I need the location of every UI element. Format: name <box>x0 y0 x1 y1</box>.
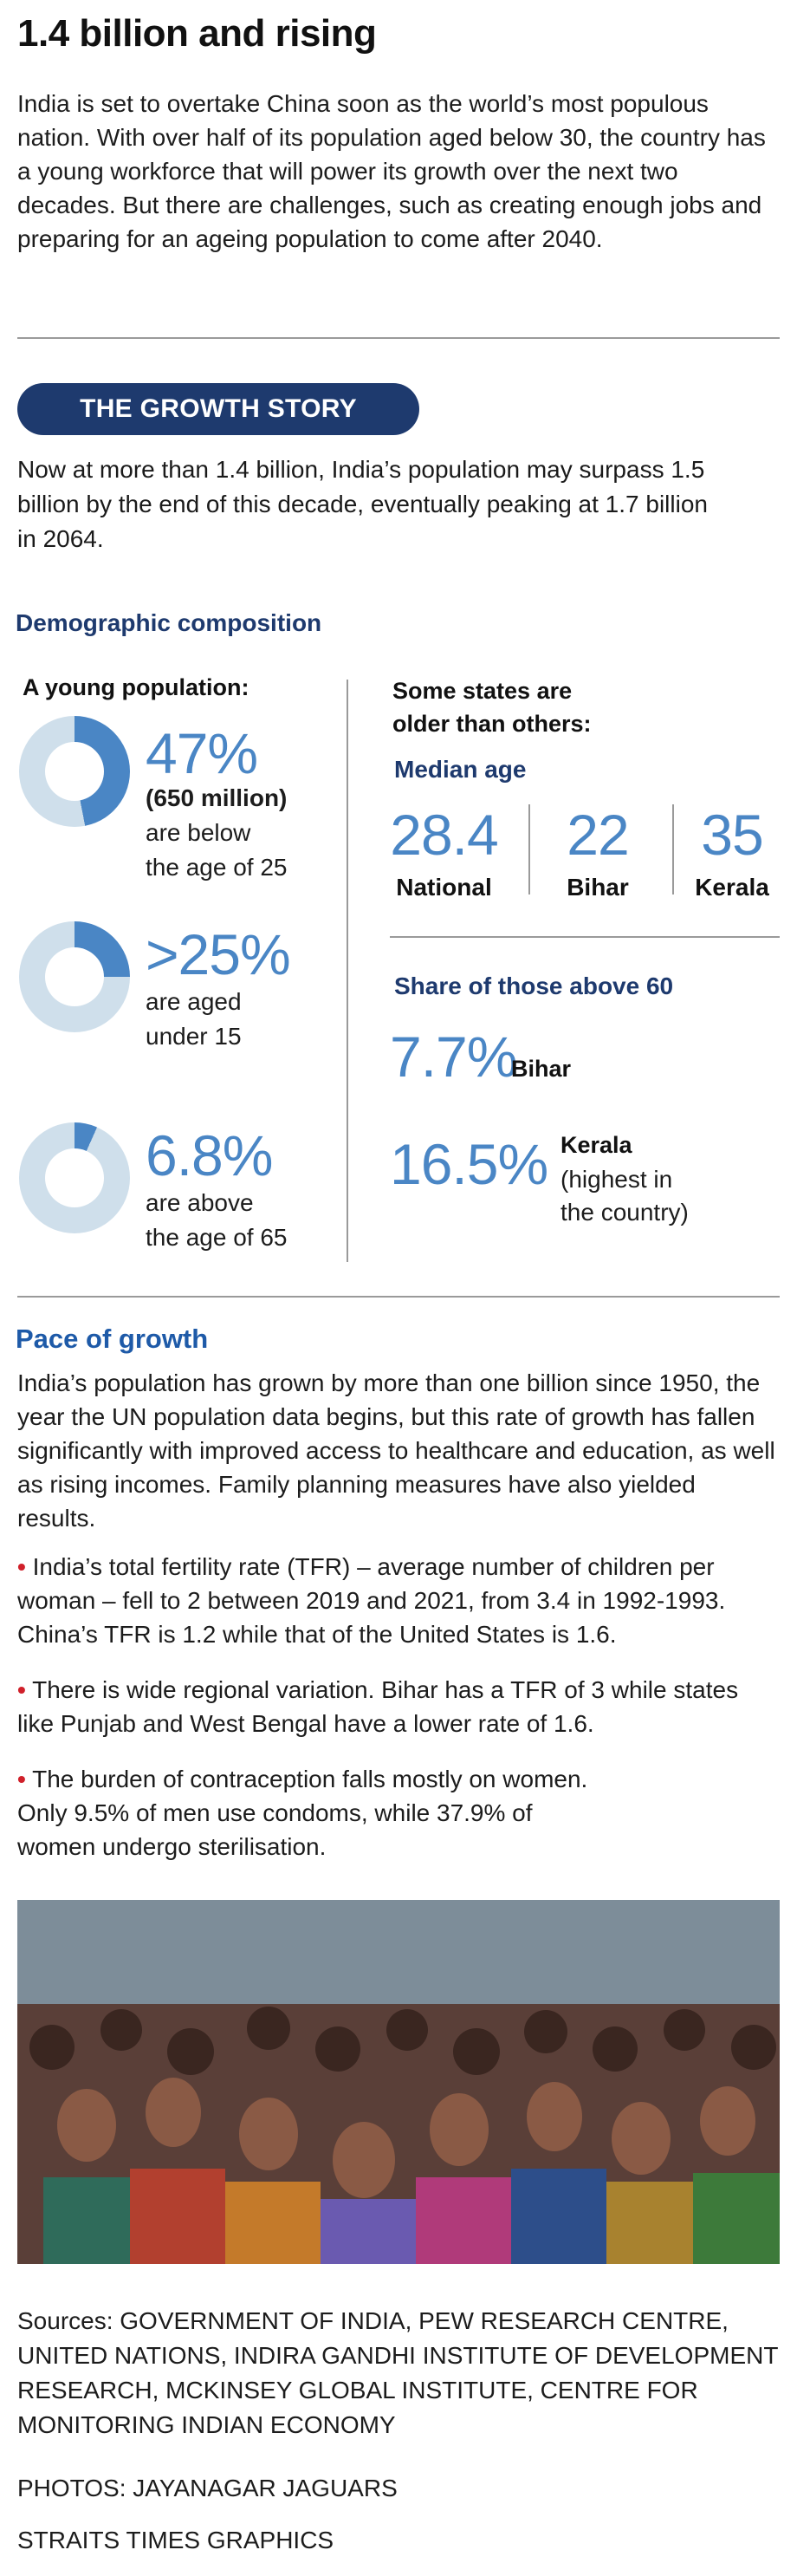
share-above-60-title: Share of those above 60 <box>394 973 674 999</box>
demographic-title: Demographic composition <box>16 609 322 636</box>
median-label-national: National <box>396 874 492 901</box>
stat-line1-under-25: are below <box>146 819 251 846</box>
intro-paragraph: India is set to overtake China soon as t… <box>17 90 766 252</box>
bullet-contraception: • The burden of contraception falls most… <box>17 1762 589 1864</box>
graphics-credit: STRAITS TIMES GRAPHICS <box>17 2527 334 2553</box>
divider <box>17 337 780 339</box>
donut-chart-under-25 <box>19 716 130 827</box>
bullet-marker: • <box>17 1553 26 1580</box>
growth-story-text: Now at more than 1.4 billion, India’s po… <box>17 456 708 552</box>
share-note1-kerala: (highest in <box>560 1166 673 1193</box>
share-label-kerala: Kerala <box>560 1132 632 1158</box>
stat-line1-over-65: are above <box>146 1189 254 1216</box>
donut-chart-over-65 <box>19 1122 130 1233</box>
share-value-kerala: 16.5% <box>390 1132 548 1196</box>
pace-title: Pace of growth <box>16 1324 209 1354</box>
stat-line1-under-15: are aged <box>146 988 242 1015</box>
young-population-title: A young population: <box>23 674 249 700</box>
stat-line2-over-65: the age of 65 <box>146 1224 288 1251</box>
median-value-national: 28.4 <box>390 803 498 867</box>
bullet-text: The burden of contraception falls mostly… <box>17 1766 588 1860</box>
growth-story-pill: THE GROWTH STORY <box>17 383 419 435</box>
median-value-kerala: 35 <box>701 803 763 867</box>
stat-subvalue-under-25: (650 million) <box>146 784 288 811</box>
photo-credit: PHOTOS: JAYANAGAR JAGUARS <box>17 2475 398 2501</box>
median-age-title: Median age <box>394 756 527 783</box>
share-label-bihar: Bihar <box>511 1056 572 1082</box>
bullet-marker: • <box>17 1676 26 1703</box>
bullet-tfr: • India’s total fertility rate (TFR) – a… <box>17 1550 780 1651</box>
headline: 1.4 billion and rising <box>17 12 377 55</box>
median-divider-1 <box>528 804 530 894</box>
median-label-bihar: Bihar <box>567 874 629 901</box>
bullet-marker: • <box>17 1766 26 1792</box>
bullet-text: India’s total fertility rate (TFR) – ave… <box>17 1553 726 1648</box>
median-value-bihar: 22 <box>567 803 629 867</box>
crowd-photo-illustration <box>17 1900 780 2264</box>
sources: Sources: GOVERNMENT OF INDIA, PEW RESEAR… <box>17 2307 778 2438</box>
crowd-photo <box>17 1900 780 2264</box>
column-divider <box>347 680 348 1262</box>
median-label-kerala: Kerala <box>695 874 769 901</box>
bullet-regional: • There is wide regional variation. Biha… <box>17 1673 780 1740</box>
divider-pace <box>17 1296 780 1298</box>
stat-value-over-65: 6.8% <box>146 1123 273 1187</box>
states-title-line2: older than others: <box>392 711 592 737</box>
median-divider-2 <box>672 804 674 894</box>
share-value-bihar: 7.7% <box>390 1025 517 1089</box>
stat-value-under-15: >25% <box>146 922 291 986</box>
stat-line2-under-25: the age of 25 <box>146 854 288 881</box>
pace-text: India’s population has grown by more tha… <box>17 1369 775 1532</box>
states-divider <box>390 936 780 938</box>
donut-chart-under-15 <box>19 921 130 1032</box>
stat-value-under-25: 47% <box>146 721 258 785</box>
stat-line2-under-15: under 15 <box>146 1023 242 1050</box>
states-title-line1: Some states are <box>392 678 573 704</box>
bullet-text: There is wide regional variation. Bihar … <box>17 1676 739 1737</box>
share-note2-kerala: the country) <box>560 1199 689 1226</box>
